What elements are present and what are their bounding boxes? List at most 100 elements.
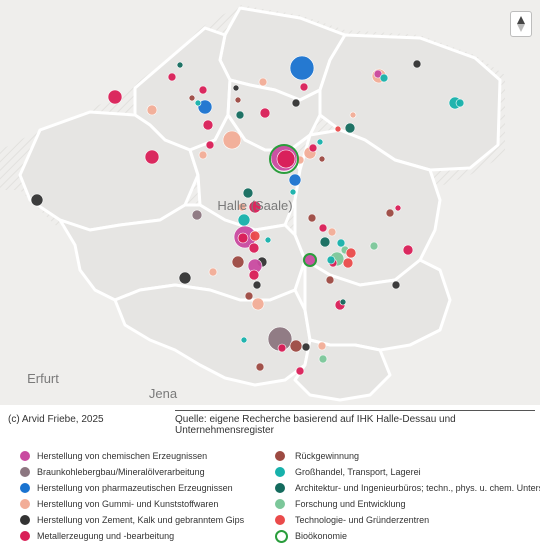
company-marker[interactable] — [336, 238, 346, 248]
company-marker[interactable] — [237, 213, 251, 227]
company-markers — [30, 55, 465, 376]
company-marker[interactable] — [299, 82, 309, 92]
legend-swatch — [275, 467, 285, 477]
company-marker[interactable] — [295, 366, 305, 376]
company-marker[interactable] — [208, 267, 218, 277]
company-marker[interactable] — [249, 230, 261, 242]
city-label: Jena — [149, 386, 178, 401]
company-marker[interactable] — [289, 55, 315, 81]
map-source: Quelle: eigene Recherche basierend auf I… — [175, 414, 456, 436]
company-marker[interactable] — [258, 77, 268, 87]
company-marker[interactable] — [344, 122, 356, 134]
company-marker[interactable] — [248, 242, 260, 254]
districts — [18, 6, 502, 402]
company-marker[interactable] — [318, 223, 328, 233]
company-marker[interactable] — [255, 362, 265, 372]
company-marker[interactable] — [146, 104, 158, 116]
company-marker[interactable] — [277, 343, 287, 353]
company-marker[interactable] — [391, 280, 401, 290]
bioeconomy-ring-marker[interactable] — [269, 144, 299, 174]
company-marker[interactable] — [144, 149, 160, 165]
company-marker[interactable] — [248, 200, 262, 214]
district-altenburg — [293, 338, 392, 402]
company-marker[interactable] — [373, 69, 383, 79]
legend-swatch — [20, 515, 30, 525]
company-marker[interactable] — [234, 96, 242, 104]
company-marker[interactable] — [198, 85, 208, 95]
company-marker[interactable] — [205, 140, 215, 150]
company-marker[interactable] — [385, 208, 395, 218]
bioeconomy-ring-marker[interactable] — [303, 253, 317, 267]
company-marker[interactable] — [188, 94, 196, 102]
legend-swatch — [275, 515, 285, 525]
company-marker[interactable] — [231, 255, 245, 269]
city-label: Erfurt — [27, 371, 59, 386]
legend-swatch — [275, 530, 288, 543]
company-marker[interactable] — [194, 99, 202, 107]
company-marker[interactable] — [289, 188, 297, 196]
company-marker[interactable] — [325, 275, 335, 285]
company-marker[interactable] — [379, 73, 389, 83]
company-marker[interactable] — [237, 202, 247, 212]
company-marker[interactable] — [30, 193, 44, 207]
company-marker[interactable] — [334, 125, 342, 133]
company-marker[interactable] — [240, 336, 248, 344]
company-marker[interactable] — [191, 209, 203, 221]
legend-swatch — [20, 451, 30, 461]
company-marker[interactable] — [327, 227, 337, 237]
source-divider — [175, 410, 535, 411]
company-marker[interactable] — [291, 98, 301, 108]
company-marker[interactable] — [244, 291, 254, 301]
company-marker[interactable] — [242, 187, 254, 199]
legend-swatch — [20, 467, 30, 477]
company-marker[interactable] — [198, 150, 208, 160]
company-marker[interactable] — [202, 119, 214, 131]
company-marker[interactable] — [276, 149, 296, 169]
company-marker[interactable] — [222, 130, 242, 150]
map-credit: (c) Arvid Friebe, 2025 — [8, 414, 104, 425]
company-marker[interactable] — [167, 72, 177, 82]
company-marker[interactable] — [412, 59, 422, 69]
company-marker[interactable] — [326, 255, 336, 265]
company-marker[interactable] — [317, 341, 327, 351]
company-marker[interactable] — [301, 342, 311, 352]
city-label: Halle (Saale) — [217, 198, 292, 213]
company-marker[interactable] — [455, 98, 465, 108]
company-marker[interactable] — [197, 99, 213, 115]
company-marker[interactable] — [252, 280, 262, 290]
company-marker[interactable] — [342, 257, 354, 269]
company-marker[interactable] — [251, 297, 265, 311]
company-marker[interactable] — [369, 241, 379, 251]
compass-button[interactable] — [510, 11, 532, 37]
company-marker[interactable] — [232, 84, 240, 92]
map-view[interactable]: Halle (Saale) Erfurt Jena — [0, 0, 540, 405]
legend-swatch — [275, 451, 285, 461]
company-marker[interactable] — [107, 89, 123, 105]
legend-swatch — [20, 531, 30, 541]
company-marker[interactable] — [316, 138, 324, 146]
legend-swatch — [20, 499, 30, 509]
company-marker[interactable] — [339, 298, 347, 306]
company-marker[interactable] — [264, 236, 272, 244]
company-marker[interactable] — [288, 173, 302, 187]
company-marker[interactable] — [318, 155, 326, 163]
company-marker[interactable] — [178, 271, 192, 285]
company-marker[interactable] — [394, 204, 402, 212]
company-marker[interactable] — [307, 213, 317, 223]
company-marker[interactable] — [237, 232, 249, 244]
company-marker[interactable] — [308, 143, 318, 153]
company-marker[interactable] — [319, 236, 331, 248]
company-marker[interactable] — [235, 110, 245, 120]
company-marker[interactable] — [345, 247, 357, 259]
north-arrow-icon — [517, 16, 525, 32]
company-marker[interactable] — [176, 61, 184, 69]
company-marker[interactable] — [349, 111, 357, 119]
company-marker[interactable] — [289, 339, 303, 353]
company-marker[interactable] — [402, 244, 414, 256]
legend-swatch — [20, 483, 30, 493]
company-marker[interactable] — [318, 354, 328, 364]
legend-swatch — [275, 483, 285, 493]
company-marker[interactable] — [248, 269, 260, 281]
company-marker[interactable] — [259, 107, 271, 119]
map-canvas: Halle (Saale) Erfurt Jena — [0, 5, 505, 402]
